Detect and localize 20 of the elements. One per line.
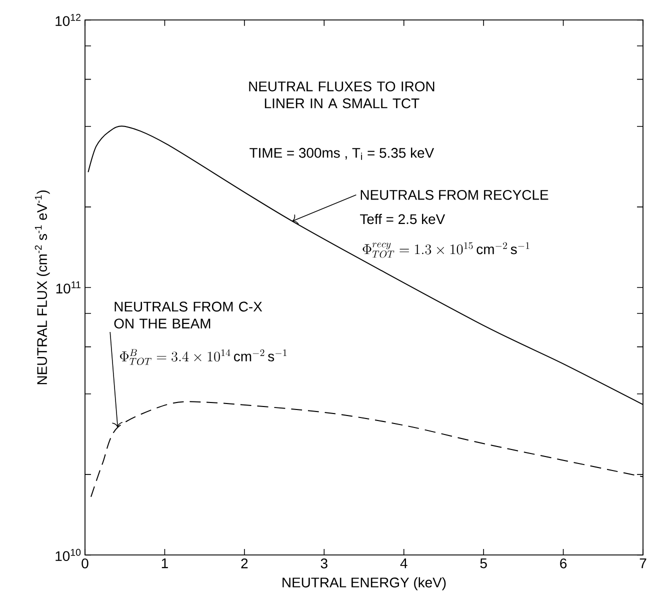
x-tick-label: 1: [162, 558, 168, 568]
x-axis-title: NEUTRAL ENERGY (keV): [282, 577, 446, 590]
x-tick-label: 0: [82, 558, 88, 568]
y-axis-title: NEUTRAL FLUX (cm$^{-2}$ s$^{-1}$ eV$^{-1}$): [34, 190, 50, 384]
x-tick-label: 7: [640, 558, 646, 568]
text: TIME = 300ms , T$_{i}$ = 5.35 keV: [250, 148, 434, 160]
x-tick-label: 3: [320, 558, 328, 568]
annotation: Teff = 2.5 keV: [360, 214, 446, 224]
annotation: NEUTRALS FROM C-X ON THE BEAM: [114, 302, 262, 328]
annotation: NEUTRALS FROM RECYCLE: [360, 190, 548, 200]
annotation: $\Phi^{B}_{TOT} = 3.4 \times 10^{14}\,\mathrm{cm}^{-2}\,\mathrm{s}^{-1}$: [120, 349, 287, 366]
text: NEUTRAL FLUXES TO IRON LINER IN A SMALL TCT: [249, 81, 434, 108]
y-tick-label: 10$^{12}$: [56, 14, 80, 26]
x-tick-label: 2: [241, 558, 248, 568]
x-tick-label: 4: [400, 558, 408, 568]
y-tick-label: 10$^{11}$: [56, 281, 81, 294]
x-tick-label: 6: [560, 558, 567, 568]
annotation: $\Phi^{recy}_{TOT} = 1.3 \times 10^{15}\,\mathrm{cm}^{-2}\,\mathrm{s}^{-1}$: [362, 242, 530, 258]
x-tick-label: 5: [480, 558, 487, 568]
y-tick-label: 10$^{10}$: [56, 548, 81, 562]
